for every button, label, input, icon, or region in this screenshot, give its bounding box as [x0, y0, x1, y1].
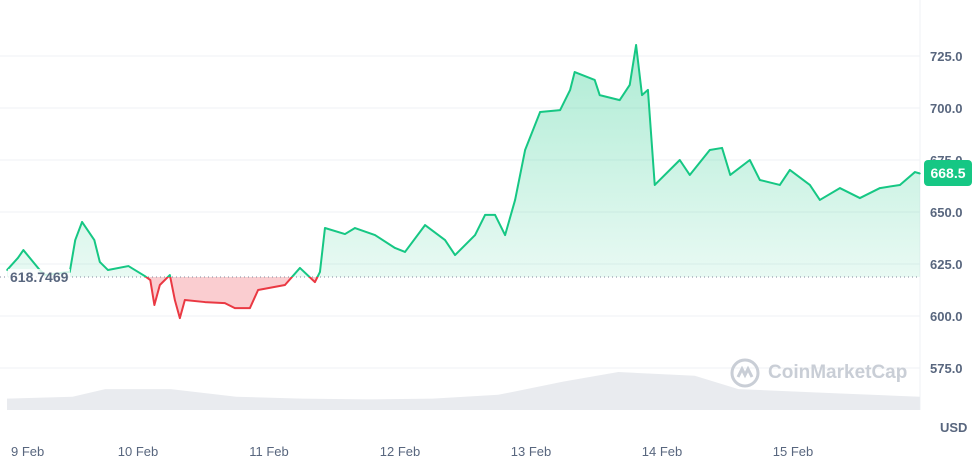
data-point	[299, 267, 301, 269]
data-point	[184, 299, 186, 301]
data-point	[504, 234, 506, 236]
data-point	[257, 289, 259, 291]
coinmarketcap-logo-icon	[730, 358, 760, 388]
x-tick-label: 13 Feb	[511, 444, 551, 459]
data-point	[6, 269, 8, 271]
data-point	[708, 149, 711, 151]
data-point	[593, 79, 596, 81]
data-point	[524, 149, 526, 151]
data-point	[169, 274, 171, 276]
data-point	[22, 249, 25, 251]
data-point	[635, 44, 637, 46]
data-point	[839, 187, 841, 189]
data-point	[484, 214, 486, 216]
data-point	[819, 199, 821, 201]
data-point	[319, 271, 321, 273]
data-point	[573, 71, 576, 73]
data-point	[879, 187, 881, 189]
price-line-up	[6, 43, 921, 278]
y-tick-label: 625.0	[930, 257, 963, 272]
data-point	[729, 174, 732, 176]
data-point	[444, 239, 446, 241]
data-point	[204, 301, 206, 303]
data-point	[641, 94, 643, 96]
data-point	[598, 94, 601, 96]
data-point	[224, 302, 226, 304]
data-point	[107, 269, 109, 271]
data-point	[127, 265, 130, 267]
data-point	[647, 89, 649, 91]
x-tick-label: 11 Feb	[249, 444, 289, 459]
data-point	[374, 234, 376, 236]
data-point	[618, 99, 621, 101]
data-point	[159, 284, 161, 286]
x-tick-label: 9 Feb	[11, 444, 44, 459]
data-point	[314, 281, 316, 283]
data-point	[749, 159, 751, 161]
area-above-baseline	[7, 44, 920, 278]
data-point	[688, 174, 691, 176]
data-point	[179, 317, 181, 319]
y-tick-label: 700.0	[930, 101, 963, 116]
data-point	[569, 89, 571, 91]
data-point	[17, 257, 19, 259]
watermark: CoinMarketCap	[730, 358, 907, 388]
data-point	[721, 147, 723, 149]
data-point	[404, 251, 406, 253]
y-tick-label: 650.0	[930, 205, 963, 220]
data-point	[144, 275, 146, 277]
x-tick-label: 14 Feb	[642, 444, 682, 459]
data-point	[93, 239, 96, 241]
x-tick-label: 10 Feb	[118, 444, 158, 459]
data-point	[628, 84, 631, 86]
data-point	[424, 224, 426, 226]
data-point	[653, 184, 656, 186]
data-point	[74, 239, 77, 241]
data-point	[153, 304, 156, 306]
watermark-text: CoinMarketCap	[768, 362, 908, 383]
data-point	[914, 171, 916, 173]
data-point	[494, 214, 496, 216]
data-point	[859, 197, 861, 199]
area-below-baseline	[146, 277, 318, 319]
data-point	[809, 184, 811, 186]
y-tick-label: 600.0	[930, 309, 963, 324]
data-point	[919, 172, 921, 175]
data-point	[249, 307, 251, 309]
data-point	[234, 307, 236, 309]
data-point	[779, 184, 781, 186]
data-point	[899, 184, 901, 186]
data-point	[354, 227, 356, 229]
data-point	[174, 299, 176, 301]
volume-area	[7, 372, 920, 410]
current-price-badge: 668.5	[924, 160, 972, 186]
data-point	[474, 234, 476, 236]
x-tick-label: 15 Feb	[773, 444, 813, 459]
data-point	[539, 111, 541, 113]
data-point	[559, 109, 561, 111]
data-point	[394, 247, 396, 249]
data-point	[759, 179, 761, 181]
x-tick-label: 12 Feb	[380, 444, 420, 459]
data-point	[344, 233, 346, 235]
data-point	[98, 261, 101, 263]
data-point	[454, 254, 456, 256]
data-point	[514, 199, 516, 201]
data-point	[678, 159, 681, 161]
y-tick-label: 725.0	[930, 49, 963, 64]
baseline-label: 618.7469	[8, 269, 71, 285]
data-point	[81, 221, 83, 223]
data-point	[149, 279, 152, 281]
data-point	[324, 227, 326, 229]
currency-label: USD	[940, 420, 968, 435]
data-point	[789, 169, 791, 171]
data-point	[284, 284, 286, 286]
y-tick-label: 575.0	[930, 361, 963, 376]
